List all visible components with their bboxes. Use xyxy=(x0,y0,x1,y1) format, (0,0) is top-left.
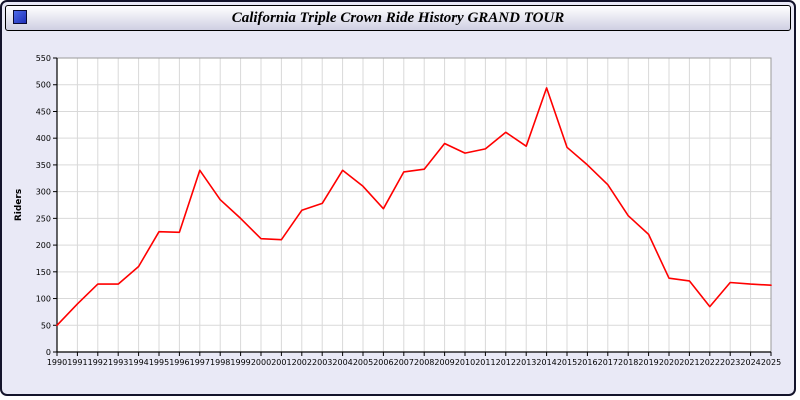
riders-series-line xyxy=(56,87,772,327)
x-tick-label: 2005 xyxy=(353,358,373,367)
x-tick-label: 1997 xyxy=(190,358,210,367)
y-tick-label: 250 xyxy=(36,214,51,223)
y-tick-label: 350 xyxy=(36,161,51,170)
x-tick-label: 2020 xyxy=(659,358,679,367)
x-tick-label: 1992 xyxy=(88,358,108,367)
x-tick-label: 1995 xyxy=(149,358,169,367)
title-bar[interactable]: California Triple Crown Ride History GRA… xyxy=(5,5,791,31)
x-tick-label: 2004 xyxy=(332,358,352,367)
y-tick-label: 300 xyxy=(36,188,51,197)
x-tick-label: 2023 xyxy=(720,358,740,367)
x-tick-label: 2001 xyxy=(271,358,291,367)
plot-background xyxy=(57,58,771,352)
y-tick-label: 0 xyxy=(46,348,51,357)
x-tick-label: 2018 xyxy=(618,358,638,367)
x-tick-label: 1991 xyxy=(67,358,87,367)
x-tick-label: 2025 xyxy=(761,358,781,367)
y-tick-label: 200 xyxy=(36,241,51,250)
x-tick-label: 2003 xyxy=(312,358,332,367)
blue-square-app-icon xyxy=(13,10,27,24)
x-tick-label: 2009 xyxy=(434,358,454,367)
y-tick-label: 400 xyxy=(36,134,51,143)
x-tick-label: 2022 xyxy=(700,358,720,367)
y-tick-label: 50 xyxy=(41,321,51,330)
x-tick-label: 1994 xyxy=(128,358,148,367)
x-tick-label: 2002 xyxy=(292,358,312,367)
window-title: California Triple Crown Ride History GRA… xyxy=(231,9,565,26)
x-tick-label: 2021 xyxy=(679,358,699,367)
y-tick-label: 500 xyxy=(36,81,51,90)
x-tick-label: 1999 xyxy=(230,358,250,367)
y-axis-label: Riders xyxy=(14,189,24,221)
x-tick-label: 2008 xyxy=(414,358,434,367)
x-tick-label: 2017 xyxy=(598,358,618,367)
x-tick-label: 2024 xyxy=(740,358,760,367)
x-tick-label: 2014 xyxy=(536,358,556,367)
x-tick-label: 2016 xyxy=(577,358,597,367)
x-tick-label: 2011 xyxy=(475,358,495,367)
y-tick-label: 100 xyxy=(36,295,51,304)
x-tick-label: 2010 xyxy=(455,358,475,367)
y-tick-label: 550 xyxy=(36,54,51,63)
x-tick-label: 2006 xyxy=(373,358,393,367)
x-tick-label: 2007 xyxy=(394,358,414,367)
x-tick-label: 2015 xyxy=(557,358,577,367)
x-tick-label: 2013 xyxy=(516,358,536,367)
x-tick-label: 1993 xyxy=(108,358,128,367)
x-tick-label: 2019 xyxy=(638,358,658,367)
x-tick-label: 2000 xyxy=(251,358,271,367)
x-tick-label: 2012 xyxy=(496,358,516,367)
y-tick-label: 450 xyxy=(36,107,51,116)
x-tick-label: 1996 xyxy=(169,358,189,367)
x-tick-label: 1998 xyxy=(210,358,230,367)
x-tick-label: 1990 xyxy=(47,358,67,367)
y-tick-label: 150 xyxy=(36,268,51,277)
chart-area: 0 50 100 150 200 250 300 350 400 450 500 550 1990 199… xyxy=(9,36,793,392)
